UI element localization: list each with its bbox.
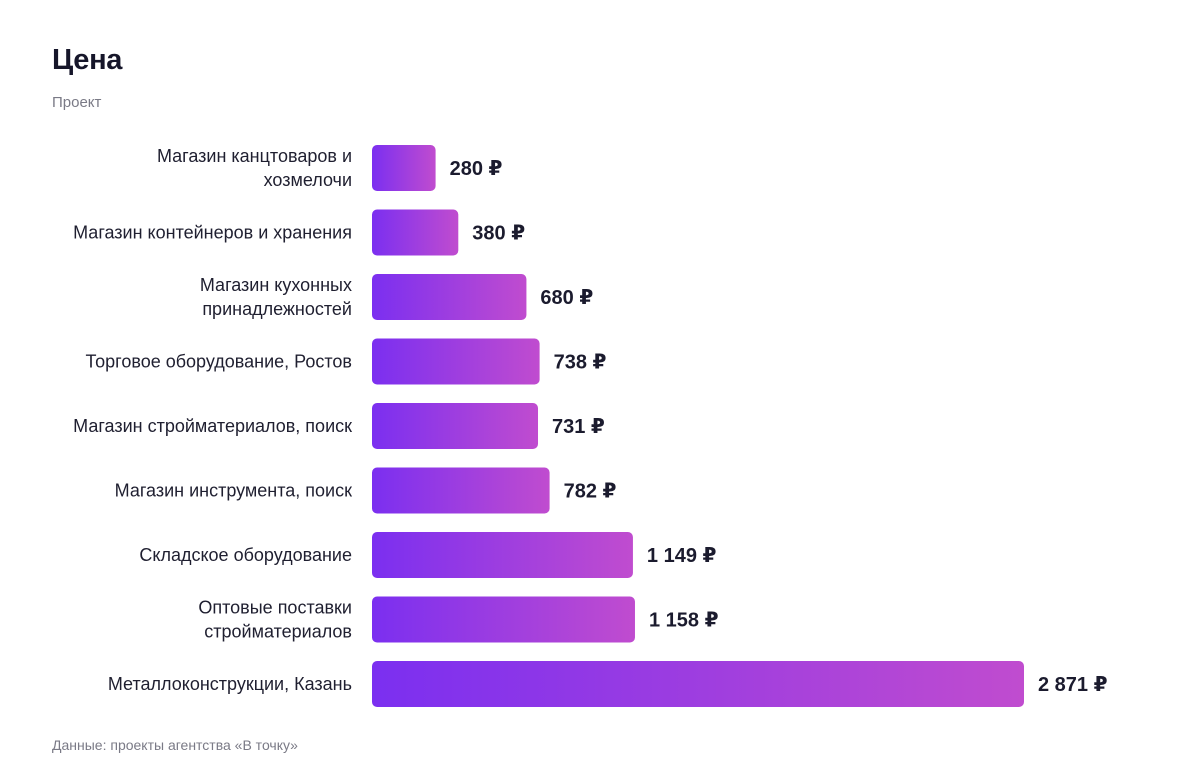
category-label: Оптовые поставки стройматериалов [198,598,352,642]
category-label: Магазин канцтоваров и хозмелочи [157,146,352,190]
bar-row: Магазин стройматериалов, поиск 731 ₽ [73,403,605,449]
category-label: Магазин кухонных принадлежностей [200,275,352,319]
bar [372,338,540,385]
category-label: Складское оборудование [139,545,352,565]
chart-title: Цена [52,44,123,76]
bar [372,145,436,191]
chart-subtitle: Проект [52,94,102,111]
bar-row: Складское оборудование 1 149 ₽ [139,532,717,578]
category-label: Магазин стройматериалов, поиск [73,416,352,436]
bar [372,209,459,256]
category-label: Магазин инструмента, поиск [115,481,352,501]
bars-layer: Магазин канцтоваров и хозмелочи 280 ₽Магаз… [73,145,1108,707]
category-label: Магазин контейнеров и хранения [73,223,352,243]
bar-row: Магазин канцтоваров и хозмелочи 280 ₽ [157,145,503,191]
bar [372,403,539,449]
bar-row: Оптовые поставки стройматериалов 1 158 ₽ [198,596,719,643]
value-label: 280 ₽ [450,158,503,180]
bar-row: Магазин кухонных принадлежностей 680 ₽ [200,274,593,320]
bar [372,532,633,578]
category-label: Металлоконструкции, Казань [108,674,352,694]
value-label: 680 ₽ [540,287,593,309]
data-source-note: Данные: проекты агентства «В точку» [52,737,298,753]
bar-row: Металлоконструкции, Казань 2 871 ₽ [108,661,1108,707]
bar [372,274,527,320]
bar [372,596,635,643]
bar [372,661,1024,707]
category-label: Торговое оборудование, Ростов [86,352,352,372]
value-label: 2 871 ₽ [1038,674,1108,696]
bar-row: Магазин инструмента, поиск 782 ₽ [115,467,617,514]
value-label: 731 ₽ [552,416,605,438]
bar [372,467,550,514]
value-label: 782 ₽ [564,481,617,503]
value-label: 380 ₽ [472,223,525,245]
value-label: 1 158 ₽ [649,610,719,632]
bar-row: Магазин контейнеров и хранения 380 ₽ [73,209,525,256]
value-label: 738 ₽ [554,352,607,374]
value-label: 1 149 ₽ [647,545,717,567]
bar-row: Торговое оборудование, Ростов 738 ₽ [86,338,607,385]
